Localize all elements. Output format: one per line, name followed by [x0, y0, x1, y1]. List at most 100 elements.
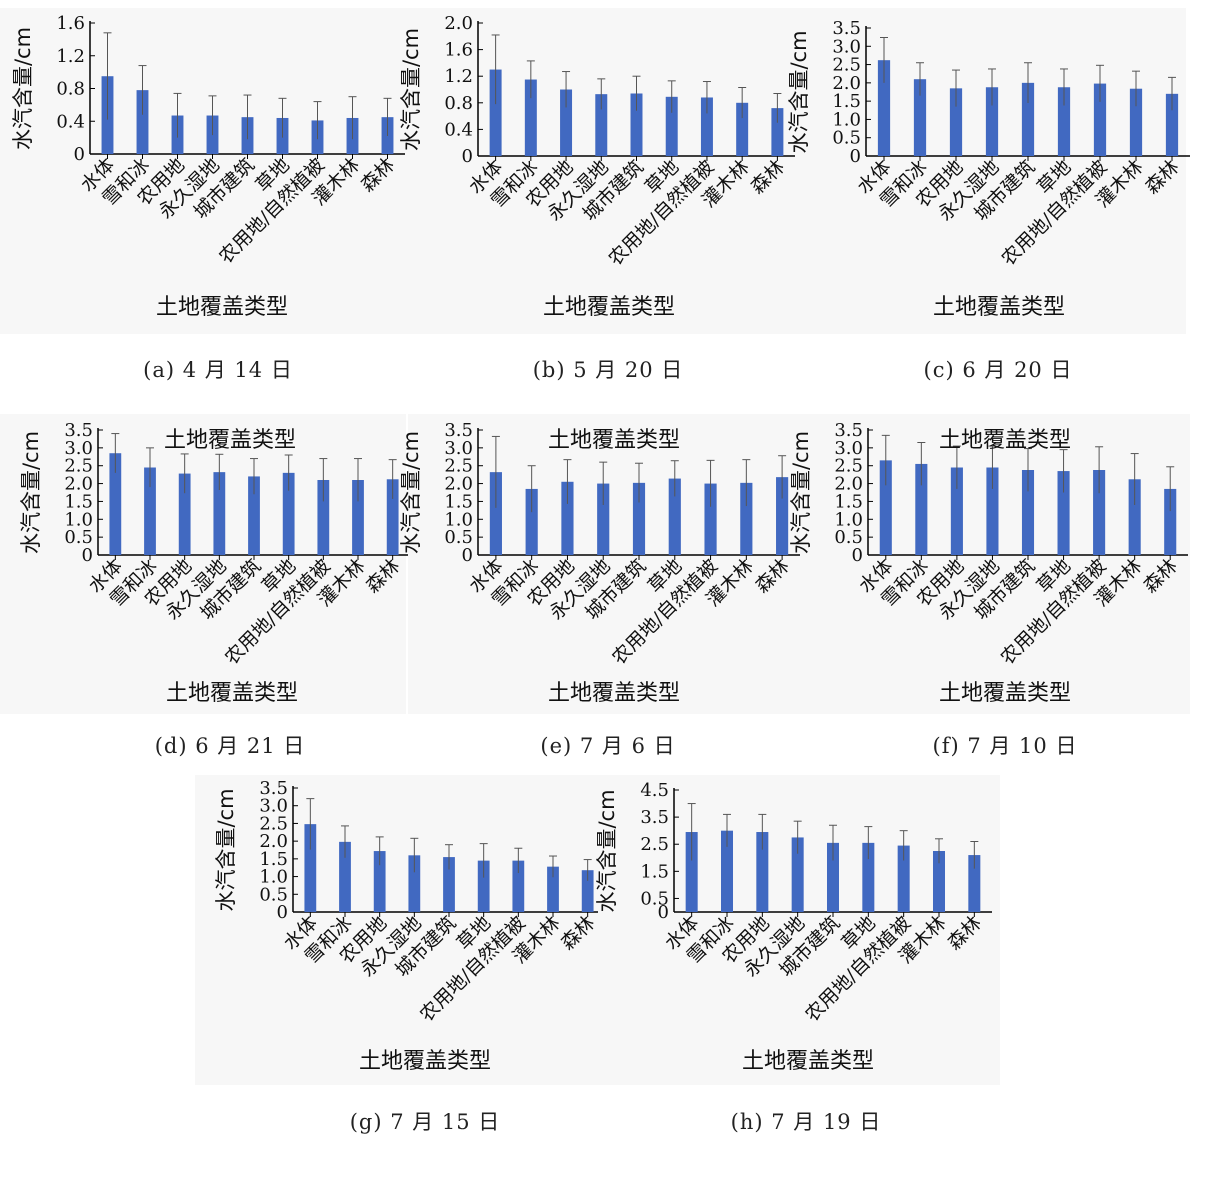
bar [862, 842, 875, 912]
y-tick-label: 3.5 [64, 420, 93, 441]
panel-a: 0 0.4 0.8 1.2 1.6 水汽含量/cm 水体 雪和冰 农用地 永久湿地 城市建筑 草地 农用… [0, 8, 410, 334]
y-tick-label: 2.5 [640, 834, 669, 855]
bar [386, 479, 399, 555]
bar [1057, 87, 1071, 156]
caption-e: (e) 7 月 6 日 [540, 734, 676, 758]
bar [560, 89, 573, 156]
caption-f: (f) 7 月 10 日 [932, 734, 1078, 758]
y-tick-label: 1.2 [444, 66, 473, 87]
y-tick-label: 1.0 [259, 867, 288, 888]
y-tick-label: 2.5 [64, 456, 93, 477]
bar [736, 102, 749, 156]
y-tick-label: 2.0 [832, 73, 861, 94]
panel-h: 0 0.5 1.5 2.5 3.5 4.5 水汽含量/cm 水体 雪和冰 农用地 永久湿地 城市建筑草… [595, 775, 1000, 1085]
y-axis-title: 水汽含量/cm [595, 789, 619, 912]
x-axis-title: 土地覆盖类型 [166, 681, 298, 706]
bar [597, 483, 610, 555]
bar [791, 837, 804, 912]
bar [985, 87, 999, 156]
bar [595, 94, 608, 156]
y-tick-label: 3.5 [444, 420, 473, 441]
bar [136, 90, 149, 154]
y-tick-label: 1.5 [640, 861, 669, 882]
y-axis-title: 水汽含量/cm [789, 431, 813, 554]
chart-title: 土地覆盖类型 [548, 428, 680, 453]
y-tick-label: 1.5 [834, 491, 863, 512]
y-tick-label: 3.5 [834, 420, 863, 441]
bar [986, 467, 999, 555]
y-tick-label: 1.0 [64, 509, 93, 530]
y-axis-title: 水汽含量/cm [214, 788, 238, 911]
x-axis-title: 土地覆盖类型 [933, 295, 1065, 320]
bar [408, 855, 421, 912]
caption-a: (a) 4 月 14 日 [143, 358, 293, 382]
x-axis-title: 土地覆盖类型 [742, 1049, 874, 1074]
y-axis-title: 水汽含量/cm [19, 431, 43, 554]
bar [1128, 479, 1141, 555]
y-tick-label: 3.0 [444, 438, 473, 459]
bar [879, 460, 892, 555]
bar [178, 473, 191, 555]
bar [339, 841, 351, 912]
bar [373, 851, 386, 912]
bar [1165, 93, 1179, 156]
y-tick-label: 1.0 [834, 509, 863, 530]
bar [740, 482, 753, 555]
bar [547, 866, 559, 912]
y-tick-label: 0 [82, 545, 93, 566]
bar [632, 482, 646, 555]
y-tick-label: 4.5 [640, 780, 669, 801]
y-tick-label: 3.5 [259, 778, 288, 799]
y-tick-label: 3.0 [832, 36, 861, 57]
y-tick-label: 3.0 [834, 438, 863, 459]
bar [443, 857, 455, 912]
bar [524, 79, 537, 156]
y-tick-label: 1.5 [832, 91, 861, 112]
bar [897, 845, 910, 912]
bar [1021, 470, 1035, 555]
x-axis-title: 土地覆盖类型 [543, 295, 675, 320]
bar [317, 480, 330, 555]
y-tick-label: 3.0 [64, 438, 93, 459]
category-label: 森林 [943, 912, 985, 954]
y-tick-label: 2.5 [259, 813, 288, 834]
y-axis-title: 水汽含量/cm [399, 28, 423, 151]
y-tick-label: 0 [658, 902, 669, 923]
y-tick-label: 1.5 [444, 491, 473, 512]
y-tick-label: 3.5 [640, 807, 669, 828]
y-axis-title: 水汽含量/cm [11, 27, 35, 150]
panel-d: 0 0.5 1.0 1.5 2.0 2.5 3.0 3.5 水汽含量/cm 水体 雪和冰 农用地 永久湿… [0, 414, 410, 714]
bar [1093, 83, 1107, 156]
bar [581, 870, 594, 912]
y-tick-label: 0 [852, 545, 863, 566]
y-tick-label: 2.0 [444, 474, 473, 495]
x-axis-title: 土地覆盖类型 [156, 295, 288, 320]
y-axis-title: 水汽含量/cm [787, 30, 811, 153]
bar [512, 860, 525, 912]
bar [915, 463, 928, 555]
bar [144, 467, 156, 555]
bar [950, 467, 963, 555]
y-tick-label: 0.5 [259, 884, 288, 905]
y-tick-label: 0.5 [64, 527, 93, 548]
y-tick-label: 0 [462, 146, 473, 167]
bar [720, 830, 734, 912]
bar [771, 108, 784, 156]
panel-f: 0 0.5 1.0 1.5 2.0 2.5 3.0 3.5 水汽含量/cm 水体 雪和冰 农用地 永久湿… [789, 414, 1190, 714]
bar [109, 453, 122, 555]
bar [932, 851, 946, 912]
y-tick-label: 0.5 [834, 527, 863, 548]
panel-e: 0 0.5 1.0 1.5 2.0 2.5 3.0 3.5 水汽含量/cm 水体 雪和冰 农用地 永久湿… [399, 414, 802, 714]
y-tick-label: 0 [462, 545, 473, 566]
y-tick-label: 1.5 [64, 491, 93, 512]
x-axis-title: 土地覆盖类型 [548, 681, 680, 706]
bar [477, 860, 490, 912]
y-tick-label: 0.4 [444, 119, 473, 140]
bar [704, 483, 717, 555]
y-tick-label: 0.5 [832, 128, 861, 149]
